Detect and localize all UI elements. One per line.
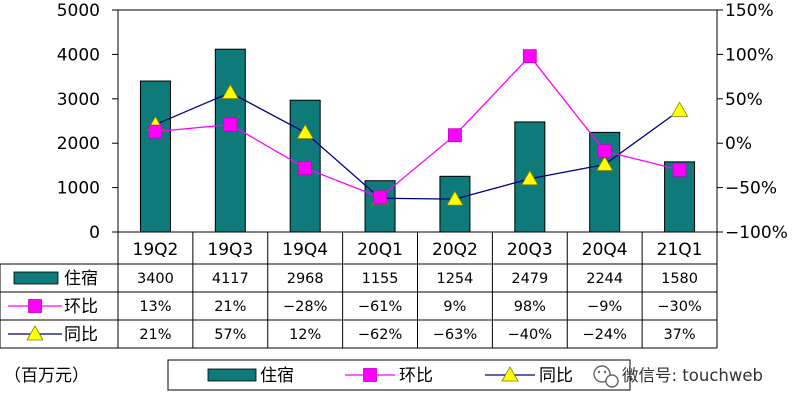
- cell-住宿-20Q2: 1254: [436, 271, 473, 287]
- cell-同比-19Q4: 12%: [289, 327, 321, 343]
- wechat-icon: [593, 365, 619, 388]
- marker-环比-20Q2: [448, 128, 462, 143]
- right-tick-label: 50%: [725, 90, 763, 110]
- bar-19Q4: [289, 99, 321, 233]
- marker-同比-21Q1: [670, 101, 689, 117]
- category-label: 20Q2: [432, 240, 478, 260]
- marker-环比-19Q3: [223, 117, 238, 132]
- right-tick-label: 150%: [725, 1, 774, 21]
- left-tick-label: 4000: [57, 45, 100, 65]
- cell-住宿-20Q4: 2244: [586, 271, 623, 287]
- cell-同比-19Q3: 57%: [214, 327, 246, 343]
- cell-环比-20Q2: 9%: [443, 299, 466, 315]
- unit-label: （百万元）: [4, 366, 89, 386]
- cell-环比-20Q4: −9%: [587, 299, 622, 315]
- category-label: 20Q3: [507, 240, 553, 260]
- right-tick-label: 100%: [725, 45, 774, 65]
- marker-环比-20Q3: [522, 49, 537, 64]
- cell-环比-21Q1: −30%: [657, 299, 701, 315]
- legend-key-住宿: [207, 368, 257, 382]
- bar-19Q3: [214, 48, 246, 233]
- row-label-同比: 同比: [64, 325, 98, 345]
- cell-住宿-19Q3: 4117: [212, 271, 249, 287]
- legend-label-同比: 同比: [539, 366, 573, 386]
- category-label: 20Q4: [582, 240, 628, 260]
- axes: 0 1000 2000 3000 4000 5000 −100% −50% 0% 50% 100% 1…: [57, 1, 788, 243]
- bar-series-住宿: [139, 48, 696, 233]
- cell-住宿-19Q4: 2968: [287, 271, 324, 287]
- left-tick-label: 3000: [57, 90, 100, 110]
- cell-同比-20Q4: −24%: [582, 327, 626, 343]
- watermark-text: 微信号: touchweb: [622, 366, 763, 385]
- cell-住宿-20Q3: 2479: [511, 271, 548, 287]
- cell-同比-19Q2: 21%: [139, 327, 171, 343]
- row-label-住宿: 住宿: [64, 269, 98, 289]
- legend: 住宿 环比 同比: [167, 359, 631, 391]
- line-环比: [155, 55, 680, 199]
- right-tick-label: −100%: [725, 223, 788, 243]
- marker-同比-20Q3: [521, 169, 539, 186]
- line-同比: [155, 91, 680, 200]
- row-key-同比: [26, 325, 44, 341]
- marker-同比-20Q4: [595, 155, 614, 171]
- legend-label-环比: 环比: [399, 366, 433, 386]
- category-label: 19Q2: [133, 240, 179, 260]
- cell-环比-19Q4: −28%: [283, 299, 327, 315]
- left-tick-label: 0: [89, 223, 100, 243]
- bar-19Q2: [139, 80, 171, 233]
- cell-环比-19Q3: 21%: [214, 299, 246, 315]
- category-label: 20Q1: [357, 240, 403, 260]
- cell-住宿-20Q1: 1155: [362, 271, 399, 287]
- line-series: [155, 55, 680, 200]
- marker-同比-19Q4: [296, 123, 314, 139]
- legend-label-住宿: 住宿: [260, 366, 294, 386]
- row-label-环比: 环比: [64, 297, 98, 317]
- markers: [146, 49, 689, 206]
- left-tick-label: 5000: [57, 1, 100, 21]
- row-key-住宿: [13, 271, 59, 285]
- right-tick-label: 0%: [725, 134, 752, 154]
- marker-同比-20Q2: [446, 190, 464, 206]
- left-tick-label: 2000: [57, 134, 100, 154]
- cell-住宿-21Q1: 1580: [661, 271, 698, 287]
- marker-环比-19Q4: [298, 161, 313, 175]
- cell-同比-21Q1: 37%: [663, 327, 695, 343]
- category-label: 21Q1: [657, 240, 703, 260]
- marker-环比-21Q1: [672, 162, 687, 177]
- category-label: 19Q4: [282, 240, 328, 260]
- marker-环比-20Q1: [373, 190, 387, 205]
- cell-住宿-19Q2: 3400: [137, 271, 174, 287]
- data-table: 19Q2 19Q3 19Q4 20Q1 20Q2 20Q3 20Q4 21Q1 住宿 3400 41…: [0, 232, 718, 349]
- cell-同比-20Q3: −40%: [508, 327, 552, 343]
- legend-key-环比: [363, 368, 377, 382]
- row-key-环比: [28, 299, 42, 313]
- cell-同比-20Q1: −62%: [358, 327, 402, 343]
- cell-同比-20Q2: −63%: [433, 327, 477, 343]
- bar-20Q4: [589, 131, 621, 233]
- watermark: 微信号: touchweb: [593, 365, 763, 388]
- right-tick-label: −50%: [725, 179, 777, 199]
- legend-key-同比: [501, 366, 519, 382]
- marker-环比-20Q4: [597, 144, 612, 159]
- marker-环比-19Q2: [148, 124, 163, 139]
- left-tick-label: 1000: [57, 179, 100, 199]
- marker-同比-19Q3: [221, 83, 240, 99]
- category-label: 19Q3: [207, 240, 253, 260]
- cell-环比-20Q1: −61%: [358, 299, 402, 315]
- cell-环比-19Q2: 13%: [139, 299, 171, 315]
- cell-环比-20Q3: 98%: [514, 299, 546, 315]
